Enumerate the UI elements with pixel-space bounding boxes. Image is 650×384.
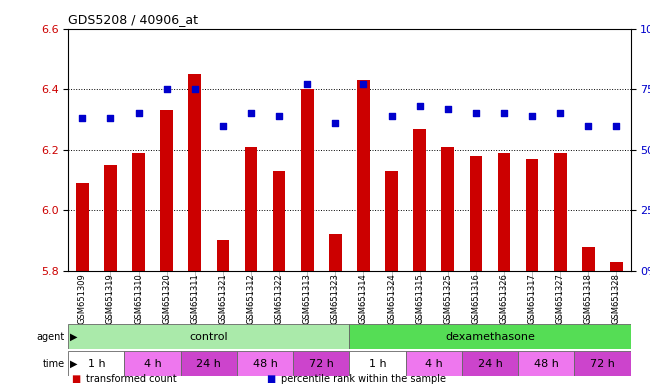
Text: 72 h: 72 h (590, 359, 615, 369)
Bar (293, 351, 350, 376)
Bar (441, 147, 454, 271)
Bar (413, 129, 426, 271)
Bar (526, 159, 538, 271)
Point (77, 115, 88, 121)
Point (302, 81, 313, 88)
Point (105, 115, 116, 121)
Point (527, 113, 538, 119)
Point (133, 111, 144, 117)
Point (358, 81, 369, 88)
Bar (406, 351, 462, 376)
Text: GDS5208 / 40906_at: GDS5208 / 40906_at (68, 13, 198, 26)
Text: GSM651317: GSM651317 (528, 273, 537, 324)
Text: GSM651323: GSM651323 (331, 273, 340, 324)
Point (499, 111, 509, 117)
Text: 48 h: 48 h (534, 359, 558, 369)
Text: 4 h: 4 h (144, 359, 161, 369)
Text: GSM651310: GSM651310 (134, 273, 143, 324)
Point (246, 111, 256, 117)
Point (190, 86, 200, 92)
Text: 1 h: 1 h (369, 359, 386, 369)
Bar (68, 351, 125, 376)
Text: GSM651319: GSM651319 (106, 273, 115, 324)
Bar (132, 153, 145, 271)
Point (161, 86, 172, 92)
Text: GSM651311: GSM651311 (190, 273, 200, 324)
Text: dexamethasone: dexamethasone (445, 332, 535, 342)
Text: GSM651318: GSM651318 (584, 273, 593, 324)
Bar (575, 351, 630, 376)
Point (555, 111, 566, 117)
Text: GSM651322: GSM651322 (274, 273, 283, 324)
Point (415, 103, 425, 109)
Bar (462, 351, 518, 376)
Text: 24 h: 24 h (196, 359, 221, 369)
Point (583, 122, 593, 129)
Point (443, 106, 453, 112)
Bar (498, 153, 510, 271)
Bar (329, 234, 342, 271)
Bar (469, 156, 482, 271)
Bar (554, 153, 567, 271)
Bar (68, 324, 350, 349)
Text: 72 h: 72 h (309, 359, 333, 369)
Text: GSM651326: GSM651326 (499, 273, 508, 324)
Text: GSM651309: GSM651309 (78, 273, 87, 324)
Bar (125, 351, 181, 376)
Text: GSM651328: GSM651328 (612, 273, 621, 324)
Text: agent: agent (37, 332, 65, 342)
Bar (518, 351, 575, 376)
Text: ▶: ▶ (70, 332, 77, 342)
Point (330, 120, 341, 126)
Text: ■: ■ (266, 374, 276, 384)
Bar (104, 165, 117, 271)
Bar (301, 89, 313, 271)
Text: GSM651313: GSM651313 (303, 273, 312, 324)
Bar (237, 351, 293, 376)
Bar (161, 111, 173, 271)
Text: GSM651312: GSM651312 (246, 273, 255, 324)
Text: 24 h: 24 h (478, 359, 502, 369)
Bar (181, 351, 237, 376)
Text: 1 h: 1 h (88, 359, 105, 369)
Text: transformed count: transformed count (86, 374, 177, 384)
Text: time: time (43, 359, 65, 369)
Text: GSM651327: GSM651327 (556, 273, 565, 324)
Text: 4 h: 4 h (425, 359, 443, 369)
Text: GSM651315: GSM651315 (415, 273, 424, 324)
Bar (357, 80, 370, 271)
Text: GSM651325: GSM651325 (443, 273, 452, 324)
Text: 48 h: 48 h (253, 359, 278, 369)
Bar (610, 262, 623, 271)
Bar (350, 324, 630, 349)
Point (471, 111, 481, 117)
Bar (385, 171, 398, 271)
Point (218, 122, 228, 129)
Text: GSM651314: GSM651314 (359, 273, 368, 324)
Bar (76, 183, 88, 271)
Text: ■: ■ (72, 374, 81, 384)
Bar (216, 240, 229, 271)
Point (274, 113, 284, 119)
Bar (273, 171, 285, 271)
Bar (188, 74, 201, 271)
Point (386, 113, 396, 119)
Bar (244, 147, 257, 271)
Text: control: control (190, 332, 228, 342)
Bar (350, 351, 406, 376)
Text: GSM651316: GSM651316 (471, 273, 480, 324)
Bar (582, 247, 595, 271)
Text: ▶: ▶ (70, 359, 77, 369)
Text: GSM651320: GSM651320 (162, 273, 171, 324)
Point (611, 122, 621, 129)
Text: GSM651324: GSM651324 (387, 273, 396, 324)
Text: GSM651321: GSM651321 (218, 273, 227, 324)
Text: percentile rank within the sample: percentile rank within the sample (281, 374, 446, 384)
